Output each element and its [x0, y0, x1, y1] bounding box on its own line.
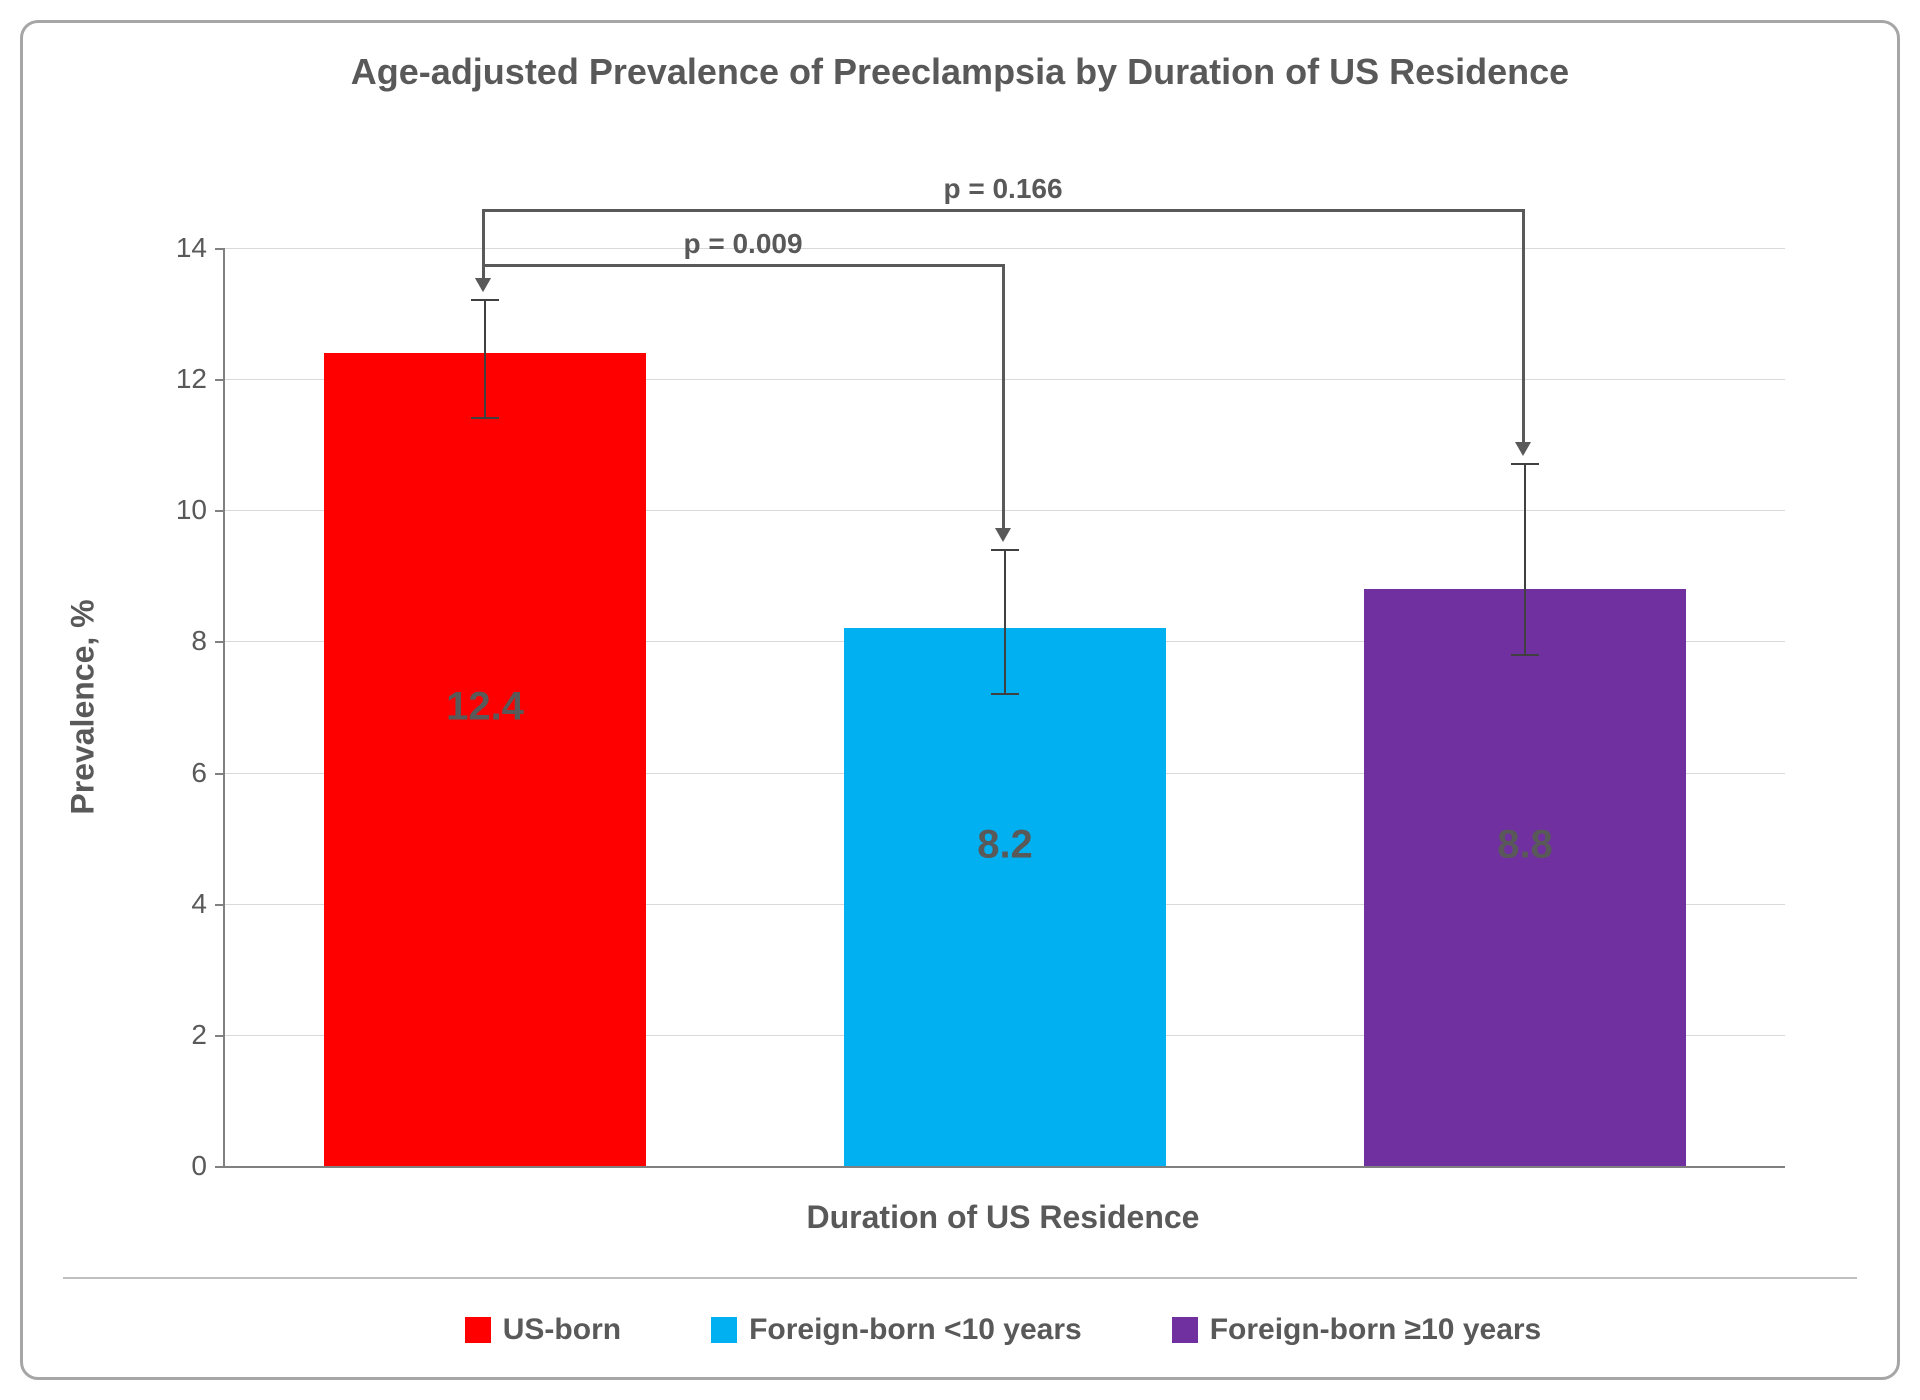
significance-bracket — [1522, 209, 1525, 445]
bar — [324, 353, 646, 1166]
bar-value-label: 8.8 — [1497, 822, 1553, 867]
gridline — [225, 248, 1785, 249]
legend-swatch — [1172, 1317, 1198, 1343]
x-axis-label: Duration of US Residence — [223, 1199, 1783, 1236]
y-tick-mark — [215, 510, 223, 512]
arrow-down-icon — [475, 278, 491, 292]
legend-item: Foreign-born ≥10 years — [1172, 1313, 1542, 1347]
y-tick-label: 2 — [147, 1019, 207, 1051]
y-tick-mark — [215, 248, 223, 250]
bar — [844, 628, 1166, 1166]
arrow-down-icon — [1515, 442, 1531, 456]
y-tick-mark — [215, 641, 223, 643]
y-tick-label: 10 — [147, 494, 207, 526]
error-cap-bottom — [1511, 654, 1539, 656]
legend-label: Foreign-born <10 years — [749, 1313, 1082, 1347]
y-tick-label: 12 — [147, 363, 207, 395]
p-value-label: p = 0.009 — [683, 228, 802, 260]
significance-bracket — [482, 209, 485, 281]
significance-bracket — [483, 264, 1003, 267]
error-bar — [1004, 550, 1006, 694]
bar — [1364, 589, 1686, 1166]
legend-divider — [63, 1277, 1857, 1279]
y-tick-mark — [215, 1035, 223, 1037]
legend-swatch — [711, 1317, 737, 1343]
y-tick-label: 14 — [147, 232, 207, 264]
y-tick-label: 8 — [147, 625, 207, 657]
error-bar — [1524, 464, 1526, 654]
y-tick-label: 4 — [147, 888, 207, 920]
y-tick-label: 6 — [147, 757, 207, 789]
legend-item: Foreign-born <10 years — [711, 1313, 1082, 1347]
error-cap-top — [1511, 463, 1539, 465]
error-bar — [484, 300, 486, 418]
p-value-label: p = 0.166 — [943, 173, 1062, 205]
error-cap-top — [471, 299, 499, 301]
bar-value-label: 12.4 — [446, 685, 524, 730]
arrow-down-icon — [995, 528, 1011, 542]
significance-bracket — [483, 209, 1523, 212]
legend-label: US-born — [503, 1313, 621, 1347]
y-tick-label: 0 — [147, 1150, 207, 1182]
legend-swatch — [465, 1317, 491, 1343]
error-cap-top — [991, 549, 1019, 551]
legend-label: Foreign-born ≥10 years — [1210, 1313, 1542, 1347]
legend-item: US-born — [465, 1313, 621, 1347]
y-tick-mark — [215, 379, 223, 381]
bar-value-label: 8.2 — [977, 822, 1033, 867]
y-tick-mark — [215, 773, 223, 775]
error-cap-bottom — [991, 693, 1019, 695]
y-tick-mark — [215, 904, 223, 906]
y-tick-mark — [215, 1166, 223, 1168]
significance-bracket — [1002, 264, 1005, 529]
error-cap-bottom — [471, 417, 499, 419]
chart-title: Age-adjusted Prevalence of Preeclampsia … — [23, 51, 1897, 93]
chart-frame: Age-adjusted Prevalence of Preeclampsia … — [20, 20, 1900, 1380]
y-axis-label: Prevalence, % — [65, 599, 102, 814]
legend: US-born Foreign-born <10 years Foreign-bor… — [223, 1313, 1783, 1347]
